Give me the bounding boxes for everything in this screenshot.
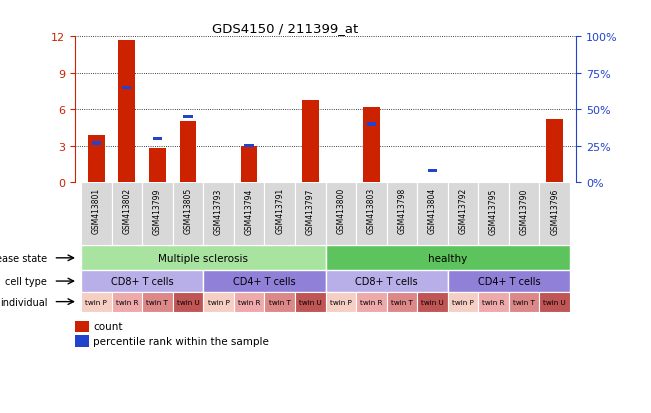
Bar: [509, 183, 540, 246]
Bar: [478, 183, 509, 246]
Bar: [88, 135, 105, 183]
Text: Multiple sclerosis: Multiple sclerosis: [158, 253, 248, 263]
Text: twin U: twin U: [176, 299, 199, 305]
Text: GSM413798: GSM413798: [397, 188, 406, 234]
Bar: [81, 292, 111, 312]
Text: twin P: twin P: [452, 299, 474, 305]
Bar: [546, 120, 563, 183]
Bar: [203, 292, 234, 312]
Bar: [245, 145, 254, 148]
Bar: [92, 142, 101, 145]
Bar: [203, 271, 326, 292]
Text: percentile rank within the sample: percentile rank within the sample: [93, 336, 269, 346]
Bar: [173, 183, 203, 246]
Bar: [122, 86, 132, 90]
Bar: [367, 123, 376, 126]
Bar: [264, 292, 295, 312]
Bar: [118, 41, 135, 183]
Bar: [356, 183, 387, 246]
Text: twin T: twin T: [513, 299, 535, 305]
Bar: [326, 183, 356, 246]
Text: CD4+ T cells: CD4+ T cells: [233, 276, 296, 286]
Bar: [417, 292, 448, 312]
Bar: [302, 100, 318, 183]
Bar: [326, 292, 356, 312]
Text: twin T: twin T: [146, 299, 169, 305]
Bar: [387, 292, 417, 312]
Text: count: count: [93, 322, 122, 332]
Bar: [428, 169, 437, 173]
Text: twin R: twin R: [360, 299, 383, 305]
Text: healthy: healthy: [428, 253, 467, 263]
Text: twin T: twin T: [269, 299, 290, 305]
Bar: [111, 292, 142, 312]
Text: CD4+ T cells: CD4+ T cells: [478, 276, 540, 286]
Bar: [417, 183, 448, 246]
Bar: [540, 292, 570, 312]
Bar: [203, 183, 234, 246]
Bar: [295, 183, 326, 246]
Bar: [180, 122, 197, 183]
Text: twin P: twin P: [330, 299, 352, 305]
Bar: [81, 271, 203, 292]
Bar: [81, 246, 326, 271]
Bar: [264, 183, 295, 246]
Bar: [540, 183, 570, 246]
Text: twin U: twin U: [544, 299, 566, 305]
Text: disease state: disease state: [0, 253, 48, 263]
Text: GSM413792: GSM413792: [458, 188, 467, 234]
Bar: [387, 183, 417, 246]
Text: twin R: twin R: [482, 299, 505, 305]
Bar: [153, 138, 162, 141]
Bar: [241, 146, 258, 183]
Bar: [111, 183, 142, 246]
Bar: [184, 116, 193, 119]
Bar: [173, 292, 203, 312]
Text: GSM413795: GSM413795: [489, 188, 498, 234]
Text: twin U: twin U: [421, 299, 444, 305]
Text: individual: individual: [0, 297, 48, 307]
Text: twin T: twin T: [391, 299, 413, 305]
Bar: [326, 246, 570, 271]
Text: twin P: twin P: [208, 299, 229, 305]
Text: GSM413805: GSM413805: [184, 188, 193, 234]
Text: GSM413799: GSM413799: [153, 188, 162, 234]
Bar: [234, 292, 264, 312]
Bar: [356, 292, 387, 312]
Text: CD8+ T cells: CD8+ T cells: [355, 276, 418, 286]
Bar: [448, 292, 478, 312]
Bar: [149, 149, 166, 183]
Text: GSM413790: GSM413790: [519, 188, 529, 234]
Bar: [448, 271, 570, 292]
Bar: [326, 271, 448, 292]
Text: GSM413791: GSM413791: [275, 188, 284, 234]
Bar: [81, 183, 111, 246]
Text: CD8+ T cells: CD8+ T cells: [111, 276, 173, 286]
Text: twin R: twin R: [116, 299, 138, 305]
Title: GDS4150 / 211399_at: GDS4150 / 211399_at: [212, 21, 359, 35]
Bar: [234, 183, 264, 246]
Text: twin U: twin U: [299, 299, 322, 305]
Text: GSM413793: GSM413793: [214, 188, 223, 234]
Text: twin R: twin R: [238, 299, 260, 305]
Text: GSM413804: GSM413804: [428, 188, 437, 234]
Bar: [142, 183, 173, 246]
Text: GSM413803: GSM413803: [367, 188, 376, 234]
Text: GSM413796: GSM413796: [550, 188, 559, 234]
Text: cell type: cell type: [5, 276, 48, 286]
Bar: [142, 292, 173, 312]
Bar: [509, 292, 540, 312]
Text: GSM413800: GSM413800: [337, 188, 345, 234]
Bar: [363, 107, 380, 183]
Text: twin P: twin P: [85, 299, 107, 305]
Bar: [448, 183, 478, 246]
Text: GSM413794: GSM413794: [245, 188, 254, 234]
Bar: [478, 292, 509, 312]
Text: GSM413802: GSM413802: [122, 188, 132, 234]
Bar: [295, 292, 326, 312]
Text: GSM413797: GSM413797: [306, 188, 314, 234]
Text: GSM413801: GSM413801: [92, 188, 101, 234]
